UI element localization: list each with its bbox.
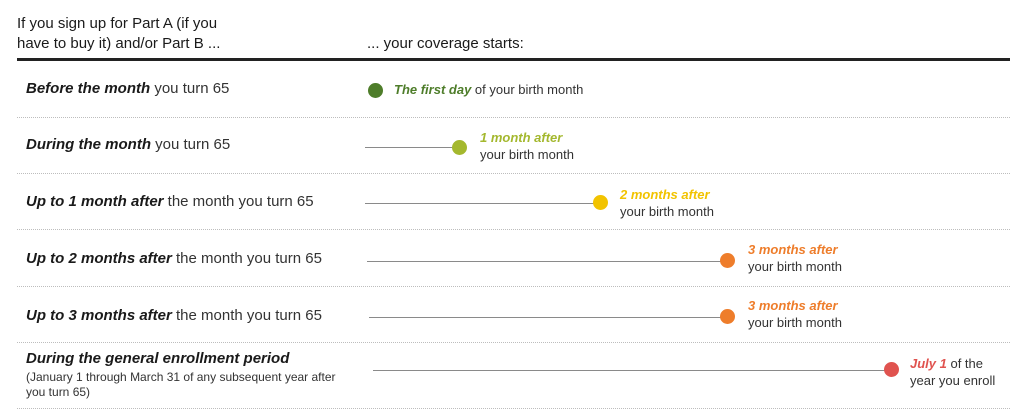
timeline-dot (368, 83, 383, 98)
condition-emphasis: Up to 1 month after (26, 193, 164, 210)
result-text: your birth month (748, 259, 842, 274)
coverage-result: 3 months after your birth month (748, 241, 842, 275)
row-separator (17, 408, 1010, 409)
coverage-result: 2 months after your birth month (620, 186, 714, 220)
row-separator (17, 342, 1010, 343)
row-up-to-1-month: Up to 1 month after the month you turn 6… (17, 174, 1010, 230)
header-left-line1: If you sign up for Part A (if you (17, 15, 218, 32)
condition-text: the month you turn 65 (171, 250, 322, 267)
row-separator (17, 173, 1010, 174)
result-text: your birth month (748, 315, 842, 330)
coverage-result: 3 months after your birth month (748, 297, 842, 331)
condition-emphasis: During the general enrollment period (26, 350, 290, 367)
row-during-month: During the month you turn 65 1 month aft… (17, 118, 1010, 174)
condition-text: you turn 65 (150, 136, 231, 153)
coverage-result: 1 month after your birth month (480, 129, 574, 163)
condition-emphasis: During the month (26, 136, 151, 153)
timeline-dot (720, 253, 735, 268)
result-text: of your birth month (471, 82, 584, 97)
condition-note: (January 1 through March 31 of any subse… (26, 370, 336, 399)
coverage-result: July 1 of the year you enroll (910, 355, 995, 389)
header-left: If you sign up for Part A (if you have t… (17, 14, 267, 54)
timeline-track (365, 147, 453, 148)
timeline-track (369, 317, 721, 318)
header-left-line2: have to buy it) and/or Part B ... (17, 35, 221, 52)
result-text: your birth month (620, 204, 714, 219)
row-condition: Up to 2 months after the month you turn … (26, 249, 322, 269)
condition-text: you turn 65 (150, 80, 230, 97)
timeline-dot (452, 140, 467, 155)
row-general-enrollment: During the general enrollment period (Ja… (17, 343, 1010, 409)
condition-emphasis: Up to 3 months after (26, 307, 172, 324)
row-condition: During the general enrollment period (26, 349, 289, 369)
row-condition: Up to 3 months after the month you turn … (26, 306, 322, 326)
timeline-dot (720, 309, 735, 324)
row-up-to-3-months: Up to 3 months after the month you turn … (17, 287, 1010, 343)
result-emphasis: July 1 (910, 356, 947, 371)
result-emphasis: 3 months after (748, 298, 838, 313)
coverage-result: The first day of your birth month (394, 81, 583, 98)
condition-emphasis: Before the month (26, 80, 151, 97)
row-up-to-2-months: Up to 2 months after the month you turn … (17, 230, 1010, 287)
timeline-dot (593, 195, 608, 210)
row-separator (17, 117, 1010, 118)
condition-text: the month you turn 65 (163, 193, 314, 210)
timeline-track (373, 370, 885, 371)
header-right: ... your coverage starts: (367, 35, 524, 52)
condition-text: the month you turn 65 (171, 307, 322, 324)
header-rule (17, 58, 1010, 61)
condition-emphasis: Up to 2 months after (26, 250, 172, 267)
result-text: your birth month (480, 147, 574, 162)
timeline-track (367, 261, 721, 262)
row-separator (17, 286, 1010, 287)
row-condition: Before the month you turn 65 (26, 79, 229, 99)
result-text-line2: year you enroll (910, 373, 996, 388)
row-condition: During the month you turn 65 (26, 135, 230, 155)
row-before-month: Before the month you turn 65 The first d… (17, 61, 1010, 118)
result-emphasis: 1 month after (480, 130, 563, 145)
timeline-dot (884, 362, 899, 377)
timeline-track (365, 203, 595, 204)
result-text: of the (946, 356, 983, 371)
result-emphasis: 2 months after (620, 187, 710, 202)
row-condition: Up to 1 month after the month you turn 6… (26, 192, 314, 212)
result-emphasis: The first day (394, 82, 472, 97)
row-separator (17, 229, 1010, 230)
result-emphasis: 3 months after (748, 242, 838, 257)
